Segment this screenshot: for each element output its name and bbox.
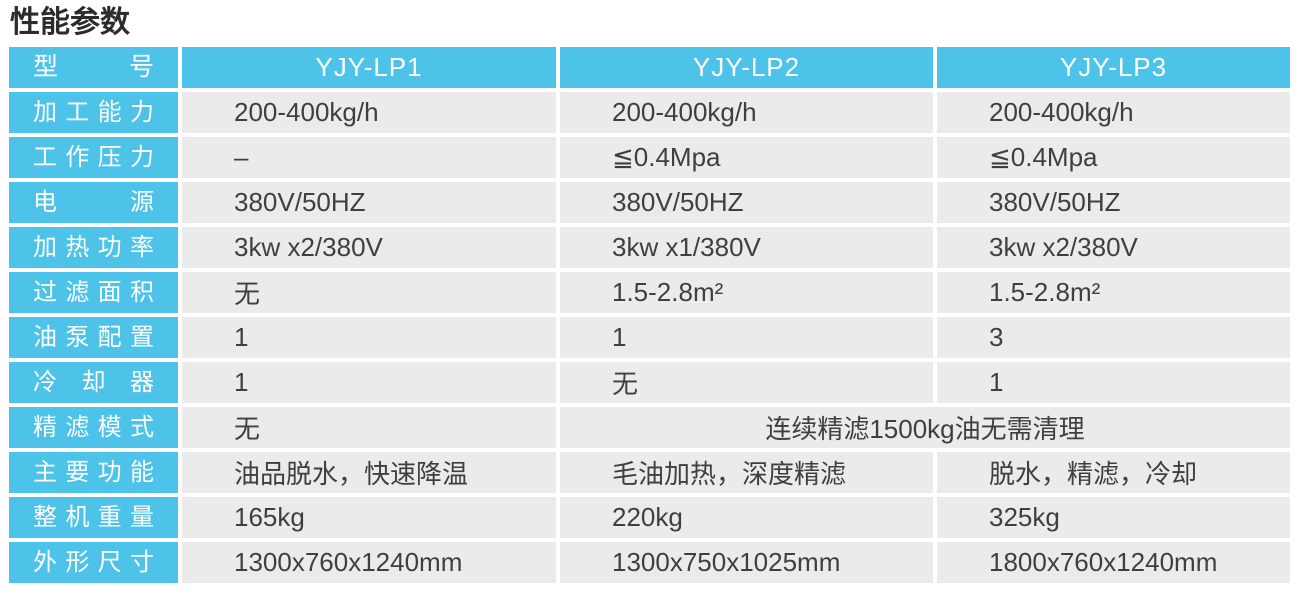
cell-value: 无 xyxy=(182,272,556,313)
row-label: 加工能力 xyxy=(9,92,178,133)
cell-value: 325kg xyxy=(937,497,1290,538)
cell-value: 380V/50HZ xyxy=(937,182,1290,223)
cell-value: 1 xyxy=(560,317,933,358)
cell-value: 1 xyxy=(182,317,556,358)
cell-value: 脱水，精滤，冷却 xyxy=(937,452,1290,493)
cell-value: 1 xyxy=(182,362,556,403)
cell-value: 3kw x1/380V xyxy=(560,227,933,268)
cell-value: 1300x760x1240mm xyxy=(182,542,556,583)
cell-value: 200-400kg/h xyxy=(937,92,1290,133)
cell-value: 无 xyxy=(182,407,556,448)
row-label: 油泵配置 xyxy=(9,317,178,358)
model-header: YJY-LP1 xyxy=(182,47,556,88)
cell-value: 165kg xyxy=(182,497,556,538)
cell-value: 220kg xyxy=(560,497,933,538)
row-label: 外形尺寸 xyxy=(9,542,178,583)
row-label: 冷 却 器 xyxy=(9,362,178,403)
cell-value: 连续精滤1500kg油无需清理 xyxy=(560,407,1290,448)
cell-value: 3kw x2/380V xyxy=(182,227,556,268)
row-label: 过滤面积 xyxy=(9,272,178,313)
cell-value: 毛油加热，深度精滤 xyxy=(560,452,933,493)
row-label: 整机重量 xyxy=(9,497,178,538)
model-row-label: 型 号 xyxy=(9,47,178,88)
cell-value: 200-400kg/h xyxy=(182,92,556,133)
model-header: YJY-LP3 xyxy=(937,47,1290,88)
cell-value: 1.5-2.8m² xyxy=(937,272,1290,313)
cell-value: 油品脱水，快速降温 xyxy=(182,452,556,493)
row-label: 电 源 xyxy=(9,182,178,223)
cell-value: 无 xyxy=(560,362,933,403)
cell-value: – xyxy=(182,137,556,178)
cell-value: ≦0.4Mpa xyxy=(937,137,1290,178)
cell-value: 3 xyxy=(937,317,1290,358)
cell-value: 200-400kg/h xyxy=(560,92,933,133)
cell-value: 1800x760x1240mm xyxy=(937,542,1290,583)
row-label: 精滤模式 xyxy=(9,407,178,448)
row-label: 工作压力 xyxy=(9,137,178,178)
cell-value: 1.5-2.8m² xyxy=(560,272,933,313)
model-header: YJY-LP2 xyxy=(560,47,933,88)
cell-value: 380V/50HZ xyxy=(560,182,933,223)
page-title: 性能参数 xyxy=(10,6,130,39)
spec-table: 型 号 YJY-LP1 YJY-LP2 YJY-LP3 加工能力 200-400kg/h 2… xyxy=(9,47,1290,583)
row-label: 主要功能 xyxy=(9,452,178,493)
cell-value: 1 xyxy=(937,362,1290,403)
row-label: 加热功率 xyxy=(9,227,178,268)
cell-value: 380V/50HZ xyxy=(182,182,556,223)
cell-value: 3kw x2/380V xyxy=(937,227,1290,268)
cell-value: ≦0.4Mpa xyxy=(560,137,933,178)
cell-value: 1300x750x1025mm xyxy=(560,542,933,583)
